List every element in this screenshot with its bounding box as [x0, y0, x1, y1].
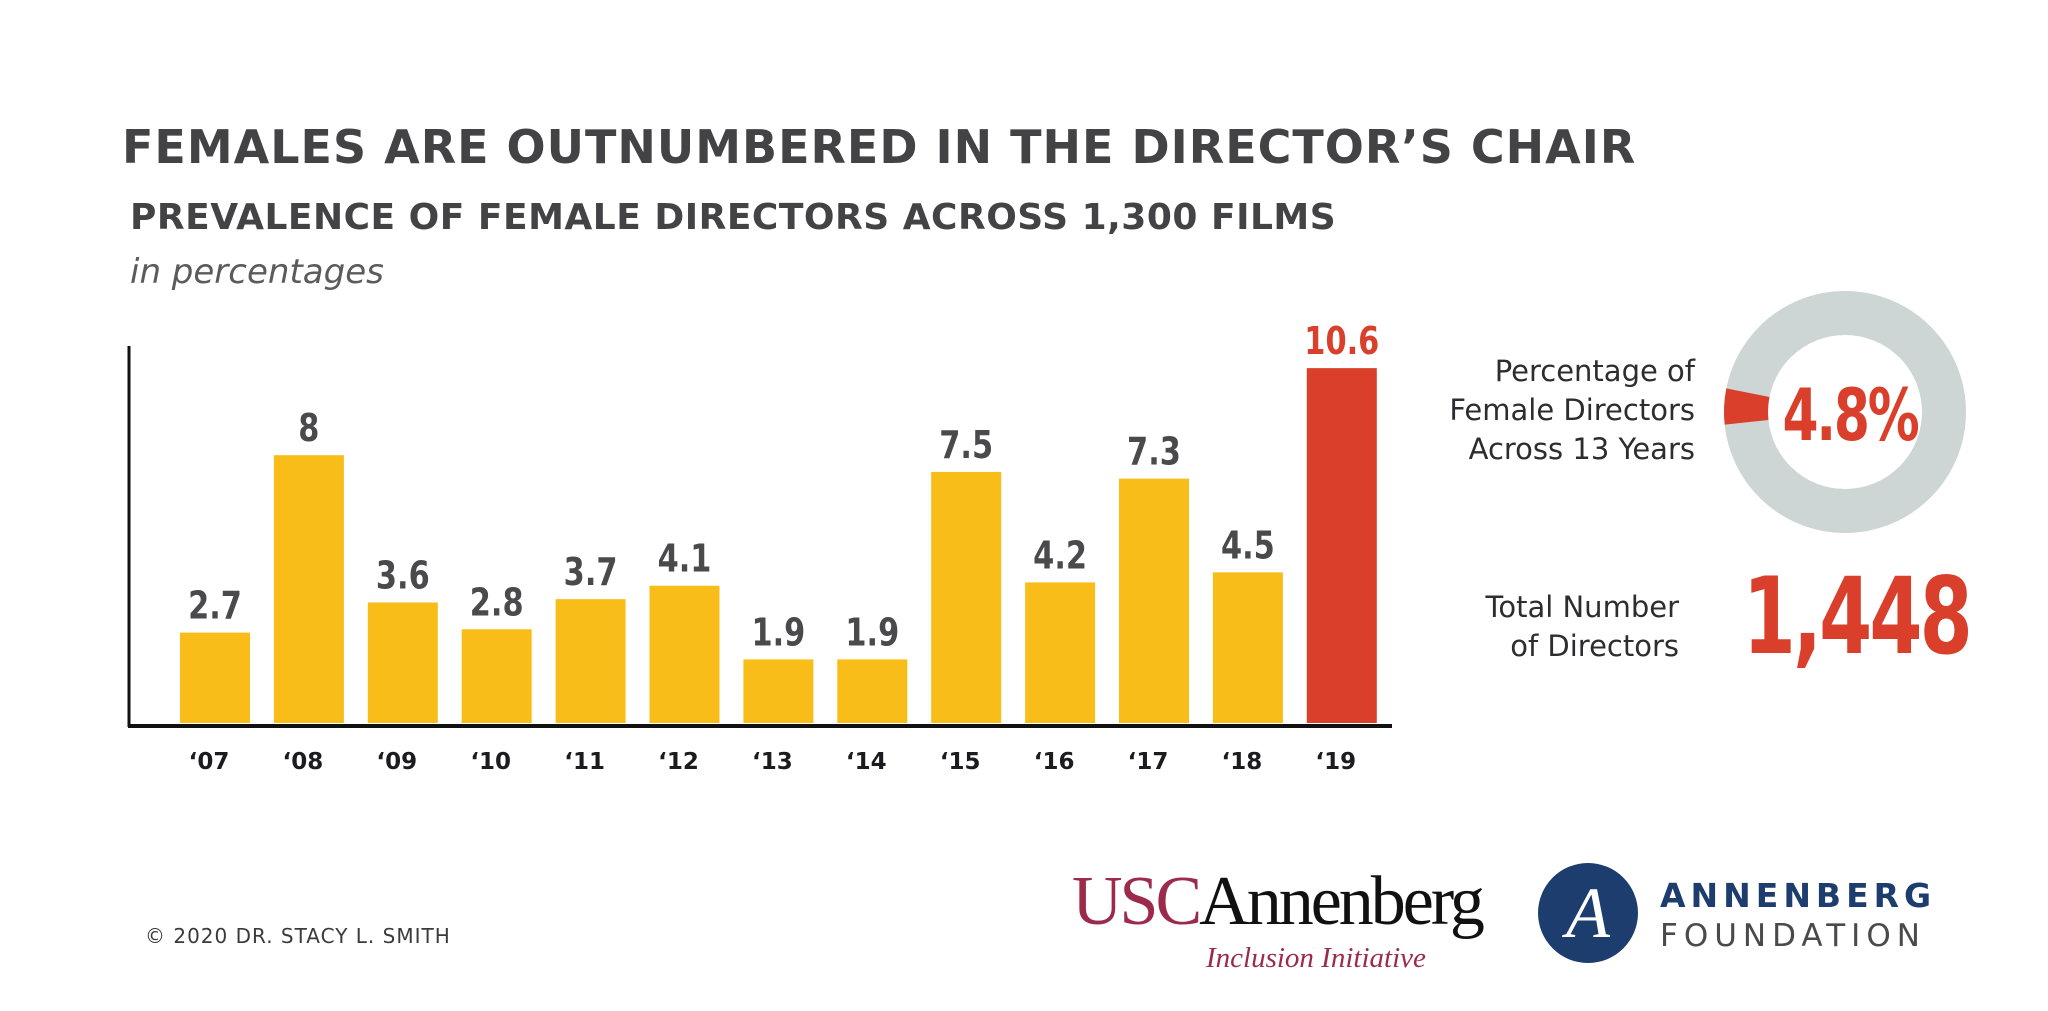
- x-tick-label-1: ‘08: [283, 749, 324, 775]
- x-tick-label-7: ‘14: [846, 749, 887, 775]
- bar-8: [931, 471, 1002, 723]
- bar-10: [1119, 478, 1189, 723]
- usc-annenberg-wordmark: USCAnnenberg: [1072, 862, 1485, 942]
- bar-2: [367, 602, 438, 723]
- copyright: © 2020 DR. STACY L. SMITH: [145, 924, 451, 948]
- bar-11: [1212, 572, 1283, 723]
- bar-value-label-1: 8: [298, 407, 319, 451]
- bar-value-label-2: 3.6: [376, 554, 430, 598]
- bar-1: [273, 455, 344, 723]
- annenberg-wordmark: Annenberg: [1199, 863, 1485, 940]
- total-label-line-1: Total Number: [1485, 590, 1679, 624]
- x-tick-label-10: ‘17: [1128, 749, 1169, 775]
- x-tick-label-8: ‘15: [940, 749, 981, 775]
- bar-6: [743, 659, 814, 723]
- bar-3: [461, 629, 532, 723]
- donut-percentage-value: 4.8%: [1782, 373, 1918, 457]
- bar-7: [837, 659, 908, 723]
- donut-chart: 4.8%: [1724, 291, 1966, 533]
- bar-5: [649, 585, 720, 723]
- bar-value-label-8: 7.5: [939, 424, 993, 468]
- percentage-label-line-1: Percentage of: [1494, 354, 1695, 388]
- bar-4: [555, 599, 626, 723]
- bar-value-label-10: 7.3: [1127, 430, 1181, 474]
- percentage-label-line-3: Across 13 Years: [1468, 432, 1695, 466]
- bar-value-label-6: 1.9: [751, 611, 805, 655]
- x-tick-label-6: ‘13: [752, 749, 793, 775]
- usc-annenberg-logo: USCAnnenberg Inclusion Initiative: [1072, 862, 1512, 982]
- x-tick-label-2: ‘09: [376, 749, 417, 775]
- bar-value-label-5: 4.1: [658, 538, 712, 582]
- x-tick-label-0: ‘07: [189, 749, 230, 775]
- bar-value-label-7: 1.9: [845, 611, 899, 655]
- bar-value-label-12: 10.6: [1304, 320, 1379, 364]
- total-directors-value: 1,448: [1742, 555, 1973, 678]
- annenberg-foundation-mark-icon: A: [1538, 863, 1638, 963]
- svg-text:A: A: [1562, 873, 1611, 953]
- percentage-label-line-2: Female Directors: [1449, 393, 1695, 427]
- foundation-name: ANNENBERG: [1660, 876, 1937, 915]
- x-tick-label-3: ‘10: [470, 749, 511, 775]
- bar-value-label-4: 3.7: [564, 551, 618, 595]
- bar-value-label-3: 2.8: [470, 581, 524, 625]
- foundation-subtitle: FOUNDATION: [1660, 918, 1926, 954]
- x-tick-label-11: ‘18: [1222, 749, 1263, 775]
- units-note: in percentages: [130, 252, 384, 292]
- bar-value-label-0: 2.7: [188, 584, 242, 628]
- bar-value-label-11: 4.5: [1221, 524, 1275, 568]
- chart-title: FEMALES ARE OUTNUMBERED IN THE DIRECTOR’…: [122, 120, 1637, 174]
- bar-9: [1025, 582, 1096, 723]
- bar-12: [1306, 368, 1377, 723]
- x-tick-label-5: ‘12: [658, 749, 699, 775]
- x-tick-label-12: ‘19: [1315, 749, 1356, 775]
- donut-highlight-segment: [1724, 291, 1966, 533]
- total-label-line-2: of Directors: [1510, 629, 1679, 663]
- usc-wordmark: USC: [1072, 863, 1202, 940]
- annenberg-foundation-logo: A ANNENBERG FOUNDATION: [1538, 860, 1958, 966]
- x-tick-label-4: ‘11: [564, 749, 605, 775]
- inclusion-initiative-text: Inclusion Initiative: [1206, 942, 1426, 974]
- bars-layer: 2.7 ‘07 8 ‘08 3.6 ‘09 2.8 ‘10 3.7 ‘11 4.1 ‘12 1.9 ‘13…: [127, 320, 1392, 775]
- bar-0: [180, 632, 250, 723]
- percentage-label: Percentage of Female Directors Across 13…: [1449, 352, 1695, 469]
- x-tick-label-9: ‘16: [1034, 749, 1075, 775]
- chart-subtitle: PREVALENCE OF FEMALE DIRECTORS ACROSS 1,…: [130, 197, 1337, 238]
- bar-value-label-9: 4.2: [1033, 534, 1087, 578]
- total-label: Total Number of Directors: [1486, 588, 1679, 666]
